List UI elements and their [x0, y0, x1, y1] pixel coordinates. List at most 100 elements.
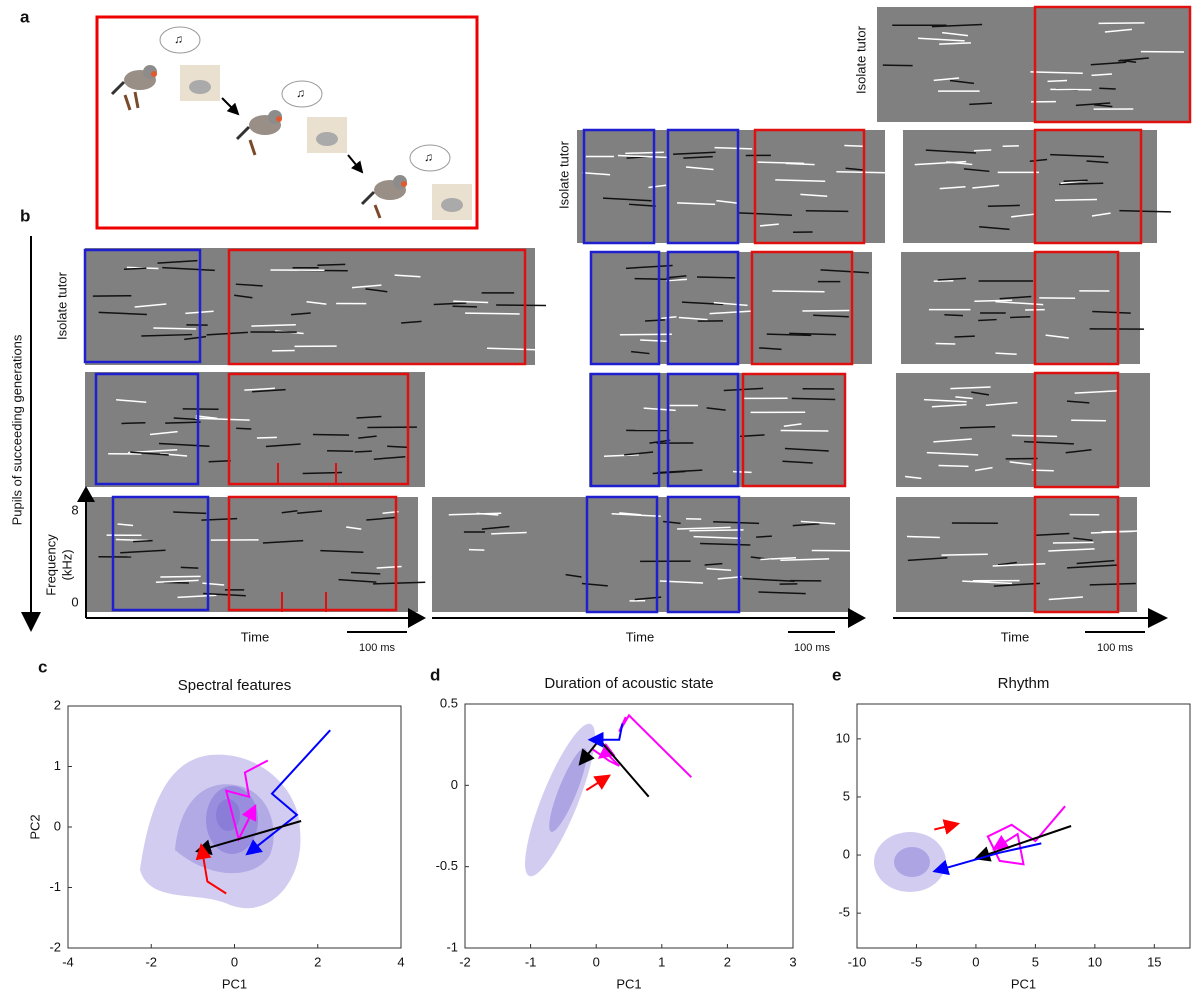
x-axis-label: PC1 — [1011, 976, 1036, 991]
x-tick-label: -2 — [145, 954, 157, 969]
spectral-trace — [1053, 542, 1094, 543]
spectral-trace — [955, 336, 975, 337]
scale-bar-label: 100 ms — [359, 642, 396, 654]
spectral-trace — [939, 465, 969, 466]
generation-label: Pupils of succeeding generations — [9, 334, 24, 525]
y-tick-label: 0 — [451, 777, 458, 792]
spectral-trace — [165, 422, 200, 423]
spectrogram — [85, 497, 418, 612]
spectral-trace — [907, 536, 940, 537]
spectrogram — [577, 130, 885, 243]
spectral-trace — [1048, 81, 1067, 82]
spectral-trace — [756, 536, 772, 537]
frequency-arrowhead — [77, 486, 95, 502]
frequency-label: (kHz) — [59, 549, 74, 580]
panel-label: c — [38, 657, 47, 676]
panel-label: b — [20, 206, 30, 225]
trajectory — [934, 824, 958, 830]
y-tick-label: 10 — [836, 730, 850, 745]
y-tick-label: -0.5 — [436, 858, 458, 873]
spectral-trace — [387, 446, 408, 447]
x-tick-label: -2 — [459, 954, 471, 969]
chart-title: Rhythm — [998, 675, 1050, 692]
y-tick-label: 0 — [843, 846, 850, 861]
figure: a b c d e ♫ ♫ ♫ Isolate tutor Isolate tu… — [0, 0, 1201, 998]
scale-bar-label: 100 ms — [1097, 642, 1134, 654]
density — [140, 717, 946, 908]
spectral-trace — [1099, 23, 1145, 24]
spectral-trace — [209, 461, 231, 462]
trajectory — [593, 715, 691, 777]
spectral-trace — [625, 152, 664, 153]
trajectory — [934, 843, 1041, 871]
trajectory — [586, 776, 609, 791]
spectral-trace — [327, 451, 353, 452]
x-tick-label: -1 — [525, 954, 537, 969]
x-tick-label: 15 — [1147, 954, 1161, 969]
x-tick-label: 4 — [397, 954, 404, 969]
spectral-trace — [792, 398, 835, 399]
spectral-trace — [1099, 88, 1115, 89]
trajectory — [988, 806, 1065, 864]
plot-frame — [465, 704, 793, 948]
spectrogram — [591, 252, 872, 364]
x-tick-label: 0 — [231, 954, 238, 969]
spectrogram — [896, 497, 1137, 612]
frequency-tick: 8 — [71, 502, 78, 517]
x-tick-label: 1 — [658, 954, 665, 969]
panel-label: a — [20, 7, 30, 26]
x-axis-label: PC1 — [222, 976, 247, 991]
spectrogram — [903, 130, 1157, 243]
spectral-trace — [133, 541, 153, 542]
x-tick-label: -5 — [911, 954, 923, 969]
scale-bar-label: 100 ms — [794, 642, 831, 654]
panel-label: d — [430, 665, 440, 684]
spectral-trace — [844, 145, 863, 146]
spectral-trace — [496, 305, 546, 306]
x-tick-label: -4 — [62, 954, 74, 969]
spectral-trace — [697, 277, 735, 278]
x-tick-label: 3 — [789, 954, 796, 969]
x-tick-label: 2 — [724, 954, 731, 969]
svg-text:♫: ♫ — [296, 86, 305, 100]
panel-label: e — [832, 665, 841, 684]
y-tick-label: -5 — [838, 905, 850, 920]
svg-text:♫: ♫ — [174, 32, 183, 46]
generation-arrowhead — [21, 612, 41, 632]
chart-title: Spectral features — [178, 677, 291, 694]
plot-frame — [857, 704, 1190, 948]
spectral-trace — [620, 334, 672, 335]
spectral-trace — [355, 451, 372, 452]
spectral-trace — [236, 428, 251, 429]
spectral-trace — [974, 300, 1012, 301]
spectral-trace — [257, 437, 277, 438]
spectral-trace — [153, 328, 196, 329]
spectrogram — [901, 252, 1140, 364]
spectral-trace — [944, 315, 963, 316]
y-tick-label: 5 — [843, 788, 850, 803]
x-tick-label: -10 — [848, 954, 867, 969]
x-axis-label: PC1 — [616, 976, 641, 991]
x-tick-label: 5 — [1032, 954, 1039, 969]
tutoring-illustration: ♫ ♫ ♫ — [97, 17, 477, 228]
svg-text:♫: ♫ — [424, 150, 433, 164]
frequency-tick: 0 — [71, 594, 78, 609]
spectral-trace — [1010, 317, 1030, 318]
spectral-trace — [121, 423, 145, 424]
time-label: Time — [241, 629, 269, 644]
spectral-trace — [452, 306, 476, 307]
chart-title: Duration of acoustic state — [544, 675, 713, 692]
x-tick-label: 10 — [1088, 954, 1102, 969]
x-tick-label: 0 — [593, 954, 600, 969]
y-tick-label: 1 — [54, 758, 61, 773]
spectral-trace — [1055, 199, 1097, 200]
y-tick-label: -1 — [49, 879, 61, 894]
y-tick-label: 0 — [54, 818, 61, 833]
x-tick-label: 2 — [314, 954, 321, 969]
spectrograms — [85, 7, 1190, 612]
spectrogram — [896, 373, 1150, 487]
spectral-trace — [689, 530, 743, 531]
y-axis-label: PC2 — [27, 814, 42, 839]
spectral-trace — [317, 264, 345, 265]
spectral-trace — [806, 211, 848, 212]
